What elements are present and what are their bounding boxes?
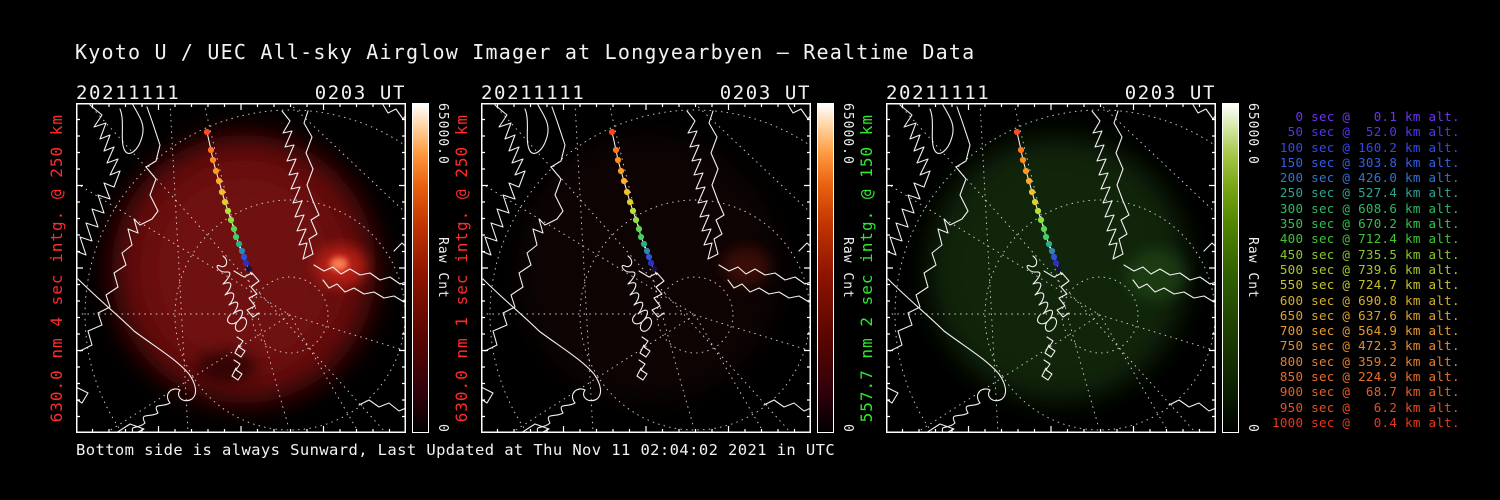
legend-row: 1000 sec @ 0.4 km alt. xyxy=(1272,414,1460,430)
colorbar xyxy=(412,103,429,433)
legend-row: 650 sec @ 637.6 km alt. xyxy=(1272,307,1460,323)
legend-row: 50 sec @ 52.0 km alt. xyxy=(1272,124,1460,140)
colorbar xyxy=(1222,103,1239,433)
imager-panel-630nm-4sec: 20211111 0203 UT 630.0 nm 4 sec intg. @ … xyxy=(47,82,496,500)
colorbar-max-value: 65000.0 xyxy=(1245,103,1260,165)
panel-header: 20211111 0203 UT xyxy=(886,82,1216,104)
panel-time-ut: 0203 UT xyxy=(1124,82,1216,104)
legend-row: 500 sec @ 739.6 km alt. xyxy=(1272,261,1460,277)
colorbar-labels: 65000.0 Raw Cnt 0 xyxy=(840,103,856,433)
colorbar-min-value: 0 xyxy=(435,424,450,433)
legend-row: 200 sec @ 426.0 km alt. xyxy=(1272,170,1460,186)
wavelength-label: 630.0 nm 1 sec intg. @ 250 km xyxy=(451,113,471,423)
colorbar-max-value: 65000.0 xyxy=(435,103,450,165)
colorbar-labels: 65000.0 Raw Cnt 0 xyxy=(435,103,451,433)
imager-panel-630nm-1sec: 20211111 0203 UT 630.0 nm 1 sec intg. @ … xyxy=(452,82,901,500)
rocket-trajectory xyxy=(608,128,658,276)
panel-date: 20211111 xyxy=(76,82,181,104)
legend-row: 550 sec @ 724.7 km alt. xyxy=(1272,277,1460,293)
rocket-trajectory xyxy=(1013,128,1063,276)
legend-row: 250 sec @ 527.4 km alt. xyxy=(1272,185,1460,201)
colorbar-title: Raw Cnt xyxy=(1245,237,1260,299)
legend-row: 700 sec @ 564.9 km alt. xyxy=(1272,323,1460,339)
colorbar-max-value: 65000.0 xyxy=(840,103,855,165)
colorbar-title: Raw Cnt xyxy=(435,237,450,299)
colorbar-min-value: 0 xyxy=(840,424,855,433)
colorbar xyxy=(817,103,834,433)
allsky-map xyxy=(75,102,496,500)
wavelength-label: 630.0 nm 4 sec intg. @ 250 km xyxy=(46,113,66,423)
legend-row: 850 sec @ 224.9 km alt. xyxy=(1272,369,1460,385)
legend-row: 100 sec @ 160.2 km alt. xyxy=(1272,139,1460,155)
legend-row: 150 sec @ 303.8 km alt. xyxy=(1272,154,1460,170)
legend-row: 800 sec @ 359.2 km alt. xyxy=(1272,353,1460,369)
legend-row: 400 sec @ 712.4 km alt. xyxy=(1272,231,1460,247)
rocket-trajectory xyxy=(203,128,253,276)
panel-date: 20211111 xyxy=(886,82,991,104)
airglow-emission xyxy=(112,135,376,403)
footer-note: Bottom side is always Sunward, Last Upda… xyxy=(76,441,836,459)
allsky-map xyxy=(480,102,901,500)
colorbar-labels: 65000.0 Raw Cnt 0 xyxy=(1245,103,1261,433)
panel-date: 20211111 xyxy=(481,82,586,104)
legend-row: 900 sec @ 68.7 km alt. xyxy=(1272,384,1460,400)
trajectory-legend: 0 sec @ 0.1 km alt. 50 sec @ 52.0 km alt… xyxy=(1272,109,1460,430)
panel-time-ut: 0203 UT xyxy=(314,82,406,104)
colorbar-min-value: 0 xyxy=(1245,424,1260,433)
colorbar-title: Raw Cnt xyxy=(840,237,855,299)
panel-header: 20211111 0203 UT xyxy=(481,82,811,104)
legend-row: 350 sec @ 670.2 km alt. xyxy=(1272,216,1460,232)
wavelength-label: 557.7 nm 2 sec intg. @ 150 km xyxy=(856,113,876,423)
legend-row: 600 sec @ 690.8 km alt. xyxy=(1272,292,1460,308)
legend-row: 750 sec @ 472.3 km alt. xyxy=(1272,338,1460,354)
allsky-map xyxy=(885,102,1306,500)
page-title: Kyoto U / UEC All-sky Airglow Imager at … xyxy=(75,40,976,64)
legend-row: 0 sec @ 0.1 km alt. xyxy=(1272,109,1460,124)
legend-row: 300 sec @ 608.6 km alt. xyxy=(1272,200,1460,216)
airglow-emission xyxy=(517,135,781,403)
panel-time-ut: 0203 UT xyxy=(719,82,811,104)
legend-row: 450 sec @ 735.5 km alt. xyxy=(1272,246,1460,262)
panel-header: 20211111 0203 UT xyxy=(76,82,406,104)
imager-panel-557nm-2sec: 20211111 0203 UT 557.7 nm 2 sec intg. @ … xyxy=(857,82,1306,500)
legend-row: 950 sec @ 6.2 km alt. xyxy=(1272,399,1460,415)
